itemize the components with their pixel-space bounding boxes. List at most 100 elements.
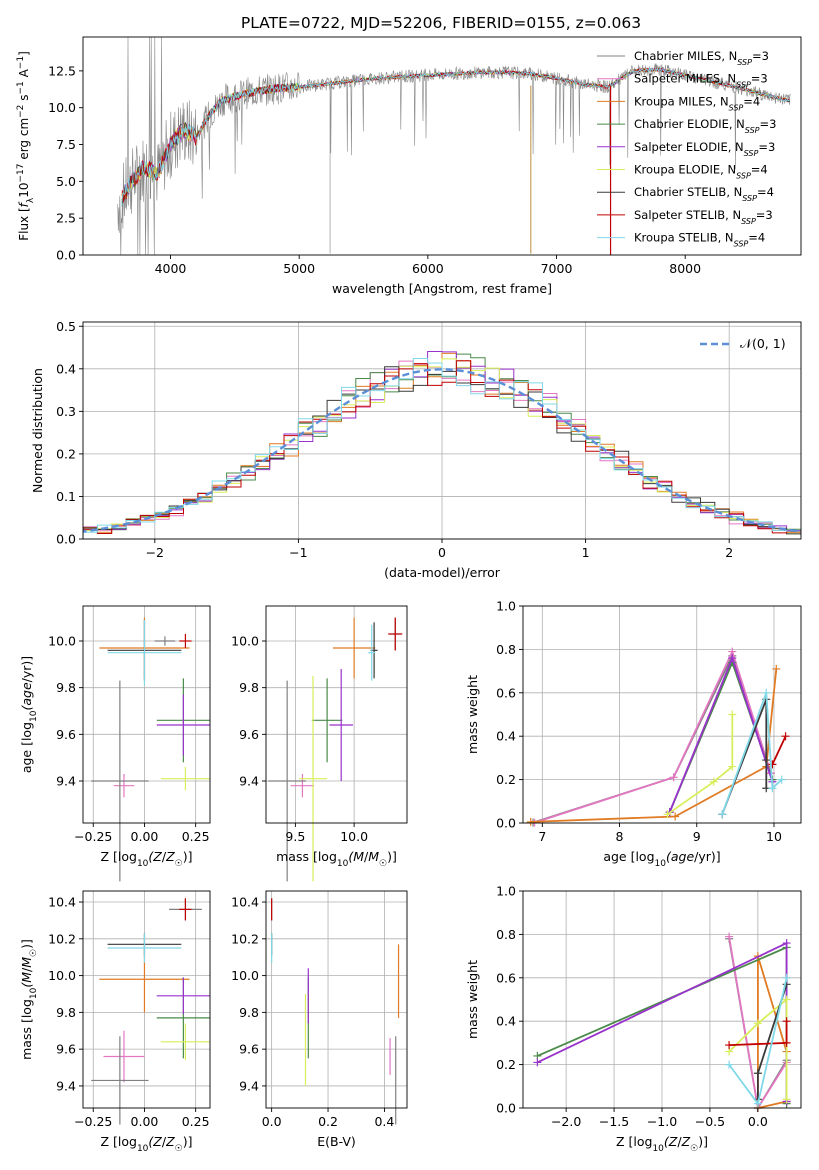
tick-label-x: −0.25: [74, 829, 112, 844]
errorbar-point: [268, 680, 306, 882]
tick-label-x: 6000: [412, 261, 444, 276]
plot-area: [268, 617, 403, 882]
tick-label-x: 0.25: [182, 829, 210, 844]
tick-label-y: 9.6: [56, 1042, 76, 1057]
errorbar-point: [368, 624, 376, 681]
weight-marker: [533, 1058, 542, 1067]
tick-label-x: −1.0: [647, 1114, 677, 1129]
errorbar-point: [91, 1036, 149, 1125]
tick-label-y: 10.4: [48, 895, 76, 910]
weight-marker: [725, 1041, 734, 1050]
panel-weight_vs_age: 7 8 9 10 0.0 0.2 0.4 0.6 0.8 1.0 age [log10(age/yr…: [465, 599, 802, 869]
weight-line: [532, 653, 772, 824]
weight-marker: [725, 1060, 734, 1069]
axis-label: mass weight: [465, 675, 480, 754]
tick-label-y: 1.0: [496, 599, 516, 614]
tick-label-y: 0.0: [56, 532, 76, 547]
legend-label: Chabrier ELODIE, NSSP=3: [634, 117, 776, 135]
tick-label-x: −2.0: [551, 1114, 581, 1129]
legend-label: Salpeter MILES, NSSP=3: [634, 72, 768, 90]
legend-label: Kroupa STELIB, NSSP=4: [634, 231, 765, 249]
tick-label-y: 9.6: [239, 727, 259, 742]
tick-label-y: 12.5: [48, 63, 76, 78]
axis-label: age [log10(age/yr)]: [19, 656, 39, 773]
errorbar-point: [156, 977, 210, 1015]
axes-frame: [522, 605, 802, 824]
tick-label-y: 9.6: [56, 727, 76, 742]
errorbar-point: [179, 898, 192, 921]
weight-marker: [782, 939, 791, 948]
weight-marker: [671, 812, 680, 821]
plot-area: [117, 37, 791, 255]
tick-label-y: 9.8: [239, 680, 259, 695]
tick-label-y: 0.2: [496, 1057, 516, 1072]
tick-label-x: 0.4: [374, 1114, 394, 1129]
tick-label-x: 7: [538, 829, 546, 844]
tick-label-x: 4000: [155, 261, 187, 276]
axes-frame: [82, 605, 211, 824]
tick-label-y: 0.2: [496, 772, 516, 787]
tick-label-x: 2: [725, 545, 733, 560]
weight-marker: [753, 1069, 762, 1078]
weight-line: [721, 698, 768, 815]
errorbar-point: [107, 933, 182, 963]
axes-frame: [82, 890, 211, 1109]
plot-area: [91, 898, 210, 1125]
tick-label-y: 0.2: [56, 446, 76, 461]
tick-label-y: 10.4: [231, 895, 259, 910]
panel-mass_vs_ebv: 0.0 0.2 0.4 9.4 9.6 9.8 10.0 10.2 10.4 E(B-V): [231, 890, 408, 1149]
tick-label-y: 10.0: [48, 100, 76, 115]
tick-label-y: 0.1: [56, 489, 76, 504]
legend-label: Kroupa MILES, NSSP=4: [634, 94, 760, 112]
panel-spectrum: 4000 5000 6000 7000 8000 0.0 2.5 5.0 7.5 10.0 12.5…: [16, 36, 802, 296]
tick-label-x: 9.5: [285, 829, 305, 844]
tick-label-x: 0.00: [131, 1114, 159, 1129]
tick-label-y: 10.0: [231, 634, 259, 649]
tick-label-y: 0.0: [56, 248, 76, 263]
weight-marker: [762, 756, 771, 765]
spectrum-line: [121, 66, 791, 207]
tick-label-x: −0.5: [695, 1114, 725, 1129]
tick-label-x: 5000: [283, 261, 315, 276]
tick-label-y: 0.4: [56, 361, 76, 376]
tick-label-y: 0.0: [496, 816, 516, 831]
axis-label: mass [log10(M/M☉)]: [276, 849, 397, 869]
tick-label-y: 0.6: [496, 970, 516, 985]
weight-line: [757, 955, 788, 1110]
legend-label: Kroupa ELODIE, NSSP=4: [634, 163, 768, 181]
spectrum-line: [121, 67, 790, 204]
tick-label-y: 9.8: [239, 1005, 259, 1020]
axis-label: mass [log10(M/M☉)]: [19, 939, 39, 1060]
tick-label-y: 0.4: [496, 729, 516, 744]
axis-label: Flux [fλ10−17 erg cm−2 s−1 A−1]: [16, 51, 36, 241]
axes-frame: [265, 605, 408, 824]
tick-label-x: −1: [289, 545, 307, 560]
tick-label-y: 9.4: [56, 1078, 76, 1093]
weight-marker: [782, 1017, 791, 1026]
errorbar-point: [298, 676, 328, 882]
panel-mass_vs_Z: −0.25 0.00 0.25 9.4 9.6 9.8 10.0 10.2 10.4 Z [log…: [19, 890, 211, 1154]
tick-label-y: 10.2: [48, 931, 76, 946]
figure-title: PLATE=0722, MJD=52206, FIBERID=0155, z=0…: [241, 14, 641, 32]
tick-label-x: 9: [693, 829, 701, 844]
weight-marker: [725, 932, 734, 941]
axis-label: Z [log10(Z/Z☉)]: [100, 1134, 192, 1154]
tick-label-y: 10.0: [231, 968, 259, 983]
axis-label: Z [log10(Z/Z☉)]: [616, 1134, 708, 1154]
tick-label-x: 10: [766, 829, 782, 844]
tick-label-y: 9.4: [239, 1078, 259, 1093]
axis-label: (data-model)/error: [384, 565, 501, 580]
panel-weight_vs_Z: −2.0 −1.5 −1.0 −0.5 0.0 0.0 0.2 0.4 0.6 0.8 1.0 Z […: [465, 884, 802, 1154]
tick-label-y: 9.8: [56, 680, 76, 695]
tick-label-x: −1.5: [599, 1114, 629, 1129]
tick-label-x: 0.0: [748, 1114, 768, 1129]
weight-marker: [777, 775, 786, 784]
tick-label-x: 0: [438, 545, 446, 560]
errorbar-point: [160, 1023, 210, 1061]
plot-area: [271, 898, 400, 1125]
tick-label-y: 0.5: [56, 319, 76, 334]
tick-label-y: 0.6: [496, 685, 516, 700]
tick-label-y: 10.0: [48, 634, 76, 649]
tick-label-y: 7.5: [56, 137, 76, 152]
